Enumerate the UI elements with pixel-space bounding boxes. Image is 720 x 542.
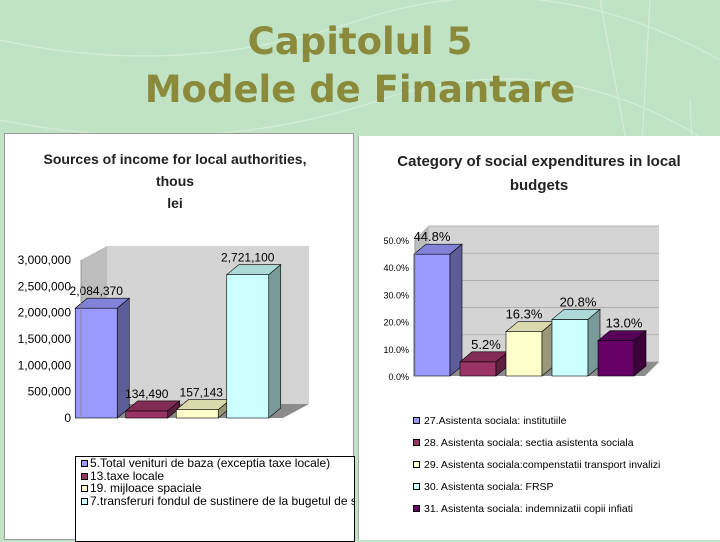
social-chart-legend-swatch <box>413 483 420 490</box>
social-chart-legend: 27.Asistenta sociala: institutiile 28. As… <box>413 410 720 520</box>
income-chart-legend-swatch <box>81 472 88 480</box>
social-chart-legend-item: 30. Asistenta sociala: FRSP <box>413 476 720 498</box>
social-chart-title-line2: budgets <box>509 177 569 194</box>
social-chart-y-tick-label: 20.0% <box>383 318 409 328</box>
income-chart-data-label: 2,721,100 <box>221 251 275 265</box>
income-chart-legend-label: 7.transferuri fondul de sustinere de la … <box>90 493 355 508</box>
income-chart-y-tick-label: 0 <box>64 411 71 425</box>
social-chart-data-label: 44.8% <box>414 229 451 244</box>
social-chart-bar-side <box>633 329 647 377</box>
income-chart-y-tick-label: 500,000 <box>28 385 72 399</box>
social-chart-bar <box>413 243 463 377</box>
income-chart-bar-front <box>125 410 169 419</box>
slide-title: Capitolul 5 <box>247 20 473 63</box>
income-chart-title: Sources of income for local authorities,… <box>25 148 325 214</box>
income-chart-bar-front <box>226 274 270 419</box>
social-chart-bar <box>551 308 601 377</box>
income-chart-legend-label: 19. mijloace spaciale <box>90 481 202 495</box>
social-chart-bar <box>459 351 509 377</box>
income-chart-legend-swatch <box>81 497 88 505</box>
income-chart-y-tick-label: 3,000,000 <box>18 253 72 267</box>
social-chart-bar-front <box>413 253 451 377</box>
income-chart-legend-swatch <box>81 460 88 467</box>
social-chart-data-label: 16.3% <box>506 307 543 322</box>
income-chart-y-tick-label: 2,500,000 <box>18 279 72 293</box>
income-chart-legend-item: 5.Total venituri de baza (exceptia taxe … <box>81 457 354 470</box>
income-chart-bar-side <box>268 264 282 419</box>
social-expenditures-chart-panel: Category of social expenditures in local… <box>358 136 720 540</box>
social-chart-legend-item: 27.Asistenta sociala: institutiile <box>413 410 720 432</box>
social-chart-bar-front <box>505 331 543 377</box>
income-chart-bar-front <box>175 409 219 419</box>
social-chart-legend-label: 27.Asistenta sociala: institutiile <box>424 415 567 427</box>
income-chart-legend-item: 7.transferuri fondul de sustinere de la … <box>81 493 355 508</box>
income-chart-data-label: 157,143 <box>180 386 224 400</box>
income-chart-data-label: 2,084,370 <box>70 284 124 298</box>
social-chart-legend-label: 30. Asistenta sociala: FRSP <box>424 481 554 493</box>
social-chart-legend-item: 28. Asistenta sociala: sectia asistenta … <box>413 432 720 454</box>
slide-subtitle: Modele de Finantare <box>144 68 576 111</box>
social-chart-legend-swatch <box>413 417 420 424</box>
income-chart-legend-label: 13.taxe locale <box>90 468 165 483</box>
social-chart-bar-front <box>459 361 497 377</box>
income-chart-legend-swatch <box>81 485 88 492</box>
social-chart-legend-item: 29. Asistenta sociala:compenstatii trans… <box>413 454 720 476</box>
social-chart-legend-item: 31. Asistenta sociala: indemnizatii copi… <box>413 498 720 520</box>
income-chart-y-tick-label: 1,000,000 <box>18 358 72 372</box>
income-chart-bar <box>225 264 282 419</box>
income-chart-panel: Sources of income for local authorities,… <box>4 133 355 542</box>
social-chart-legend-label: 31. Asistenta sociala: indemnizatii copi… <box>424 503 633 515</box>
income-chart-y-tick-label: 1,500,000 <box>18 332 72 346</box>
income-chart-legend-item: 13.taxe locale <box>81 468 354 483</box>
social-chart-bar-front <box>597 340 635 377</box>
social-chart-y-tick-label: 0.0% <box>388 372 409 382</box>
income-chart-y-tick-label: 2,000,000 <box>18 306 72 320</box>
income-chart-bar <box>74 297 131 419</box>
social-chart-data-label: 13.0% <box>606 316 643 331</box>
social-chart-title-line1: Category of social expenditures in local <box>397 153 681 170</box>
social-chart-y-tick-label: 50.0% <box>383 236 409 246</box>
income-chart-plot: 0 500,000 1,000,000 1,500,000 2,000,000 2,500… <box>18 246 309 425</box>
social-chart-plot: 0.0% 10.0% 20.0% 30.0% 40.0% 50.0% 44.8% 5.2% 16… <box>383 225 659 382</box>
income-chart-title-line2: lei <box>167 195 183 211</box>
social-chart-data-label: 20.8% <box>560 294 597 309</box>
social-chart-title: Category of social expenditures in local… <box>379 150 699 198</box>
social-chart-y-tick-label: 10.0% <box>383 345 409 355</box>
social-chart-bar <box>505 321 555 377</box>
social-chart-legend-label: 28. Asistenta sociala: sectia asistenta … <box>424 437 634 449</box>
social-chart-y-tick-label: 40.0% <box>383 263 409 273</box>
social-chart-y-tick-label: 30.0% <box>383 290 409 300</box>
social-chart-legend-swatch <box>413 461 420 468</box>
income-chart-legend-item: 19. mijloace spaciale <box>81 482 354 495</box>
social-chart-legend-label: 29. Asistenta sociala:compenstatii trans… <box>424 459 661 471</box>
social-chart-data-label: 5.2% <box>471 337 501 352</box>
social-chart-bar-front <box>551 319 589 377</box>
social-chart-bar <box>597 329 647 377</box>
social-chart-gridline <box>414 225 659 241</box>
income-chart-data-label: 134,490 <box>125 387 169 401</box>
social-chart-legend-swatch <box>413 505 420 512</box>
income-chart-legend: 5.Total venituri de baza (exceptia taxe … <box>75 456 355 542</box>
social-chart-back-wall <box>429 226 659 362</box>
income-chart-legend-label: 5.Total venituri de baza (exceptia taxe … <box>90 456 331 470</box>
social-chart-bar-side <box>449 243 463 377</box>
social-chart-legend-swatch <box>413 439 420 446</box>
income-chart-title-line1: Sources of income for local authorities,… <box>43 151 307 189</box>
income-chart-bar-front <box>74 307 118 419</box>
